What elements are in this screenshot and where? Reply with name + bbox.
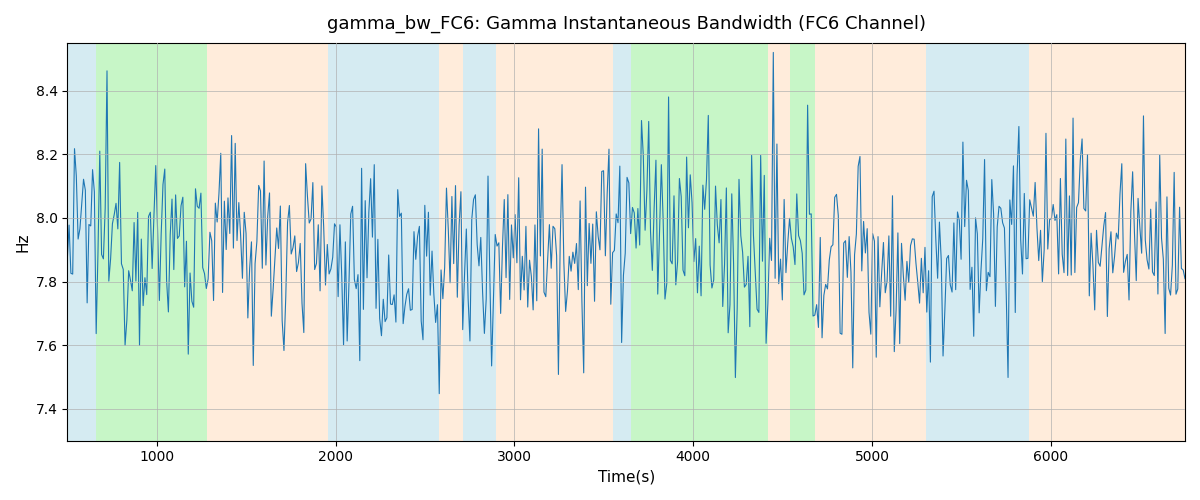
Bar	[925, 43, 1030, 440]
Bar	[613, 43, 631, 440]
Bar	[67, 43, 96, 440]
Bar	[497, 43, 613, 440]
Bar	[1030, 43, 1184, 440]
Bar	[815, 43, 925, 440]
X-axis label: Time(s): Time(s)	[598, 470, 655, 485]
Bar	[96, 43, 206, 440]
Bar	[439, 43, 462, 440]
Bar	[329, 43, 439, 440]
Bar	[206, 43, 329, 440]
Title: gamma_bw_FC6: Gamma Instantaneous Bandwidth (FC6 Channel): gamma_bw_FC6: Gamma Instantaneous Bandwi…	[326, 15, 925, 34]
Bar	[631, 43, 768, 440]
Bar	[768, 43, 790, 440]
Bar	[790, 43, 815, 440]
Y-axis label: Hz: Hz	[16, 232, 30, 252]
Bar	[462, 43, 497, 440]
